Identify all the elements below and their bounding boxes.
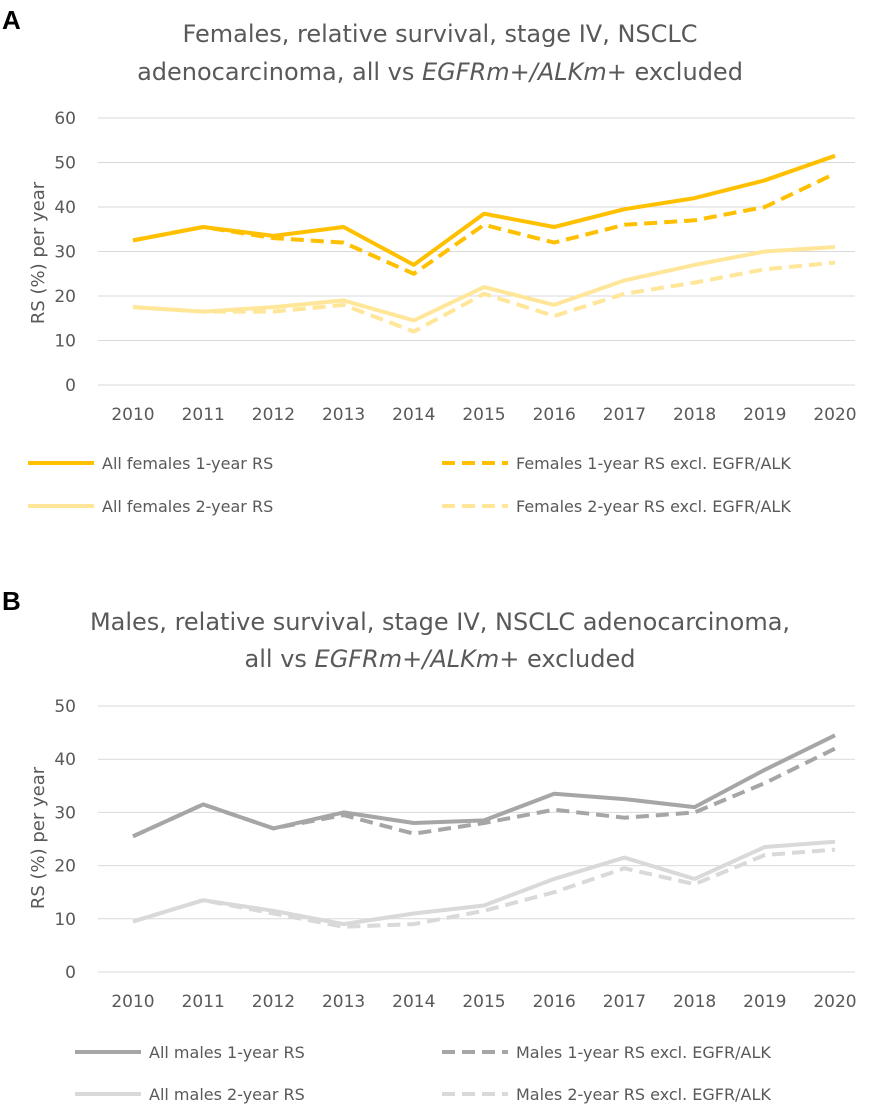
panel-b-y-tick-label: 20	[54, 857, 76, 877]
panel-b-title-line1: Males, relative survival, stage IV, NSCL…	[90, 608, 790, 636]
panel-b-y-tick-label: 40	[54, 750, 76, 770]
panel-a-legend: All females 1-year RS Females 1-year RS e…	[28, 454, 791, 516]
panel-b-legend-label: All males 2-year RS	[149, 1085, 305, 1104]
panel-a-y-tick-label: 30	[54, 243, 76, 263]
panel-b-x-tick-label: 2014	[392, 992, 435, 1012]
panel-b-x-tick-label: 2019	[743, 992, 786, 1012]
panel-a-x-tick-label: 2015	[462, 405, 505, 425]
panel-a-x-tick-label: 2018	[673, 405, 716, 425]
panel-a-series-line-1	[132, 153, 836, 267]
panel-a-x-tick-label: 2013	[322, 405, 365, 425]
panel-a-x-tick-label: 2020	[813, 405, 856, 425]
panel-b: B Males, relative survival, stage IV, NS…	[2, 586, 857, 1104]
panel-b-x-tick-label: 2011	[182, 992, 225, 1012]
panel-b-x-tick-label: 2015	[462, 992, 505, 1012]
panel-a-y-tick-label: 50	[54, 154, 76, 174]
panel-b-x-tick-label: 2020	[813, 992, 856, 1012]
panel-b-legend: All males 1-year RS Males 1-year RS excl.…	[75, 1043, 771, 1104]
panel-a-y-axis-label: RS (%) per year	[28, 181, 49, 324]
panel-a-plot-area: 0 10 20 30 40 50 60 2010 2011 2012 2013 2014 2015 201…	[54, 109, 856, 425]
panel-a-y-tick-label: 10	[54, 332, 76, 352]
panel-a-x-tick-label: 2010	[111, 405, 154, 425]
panel-b-letter: B	[2, 586, 21, 616]
panel-a-legend-label: All females 2-year RS	[102, 497, 273, 516]
panel-b-y-tick-label: 50	[54, 697, 76, 717]
panel-a-letter: A	[2, 5, 21, 35]
panel-b-series-line-4	[132, 847, 836, 929]
panel-a-series-line-3	[132, 245, 836, 323]
panel-a-y-tick-label: 40	[54, 198, 76, 218]
panel-b-legend-label: Males 2-year RS excl. EGFR/ALK	[516, 1085, 771, 1104]
panel-a-legend-label: Females 1-year RS excl. EGFR/ALK	[516, 454, 791, 473]
panel-b-x-tick-label: 2013	[322, 992, 365, 1012]
panel-b-x-tick-label: 2012	[252, 992, 295, 1012]
panel-b-plot-area: 0 10 20 30 40 50 2010 2011 2012 2013 2014 2015 2016 2…	[54, 697, 856, 1012]
panel-a-x-tick-label: 2011	[182, 405, 225, 425]
panel-b-x-tick-label: 2018	[673, 992, 716, 1012]
panel-b-y-axis-label: RS (%) per year	[28, 766, 49, 909]
panel-a-series-line-4	[132, 260, 836, 334]
panel-b-series-line-3	[132, 839, 836, 927]
panel-b-x-tick-label: 2017	[603, 992, 646, 1012]
panel-a-x-tick-label: 2016	[533, 405, 576, 425]
panel-a-x-tick-label: 2014	[392, 405, 435, 425]
panel-a-y-tick-label: 0	[65, 376, 76, 396]
panel-a-title-line1: Females, relative survival, stage IV, NS…	[182, 20, 697, 48]
panel-a-x-tick-label: 2012	[252, 405, 295, 425]
panel-a-legend-label: All females 1-year RS	[102, 454, 273, 473]
panel-b-legend-label: All males 1-year RS	[149, 1043, 305, 1062]
panel-a-x-tick-label: 2017	[603, 405, 646, 425]
panel-b-y-tick-label: 10	[54, 910, 76, 930]
panel-a: A Females, relative survival, stage IV, …	[2, 5, 857, 516]
panel-b-y-tick-label: 0	[65, 963, 76, 983]
panel-b-x-tick-label: 2016	[533, 992, 576, 1012]
panel-b-series-line-2	[132, 746, 836, 839]
panel-a-x-tick-label: 2019	[743, 405, 786, 425]
panel-a-y-tick-label: 60	[54, 109, 76, 129]
panel-b-x-tick-label: 2010	[111, 992, 154, 1012]
panel-b-y-tick-label: 30	[54, 803, 76, 823]
panel-a-y-tick-label: 20	[54, 287, 76, 307]
panel-a-legend-label: Females 2-year RS excl. EGFR/ALK	[516, 497, 791, 516]
panel-b-legend-label: Males 1-year RS excl. EGFR/ALK	[516, 1043, 771, 1062]
panel-b-title-line2: all vs EGFRm+/ALKm+ excluded	[245, 645, 636, 673]
panel-a-title-line2: adenocarcinoma, all vs EGFRm+/ALKm+ excl…	[137, 58, 743, 86]
